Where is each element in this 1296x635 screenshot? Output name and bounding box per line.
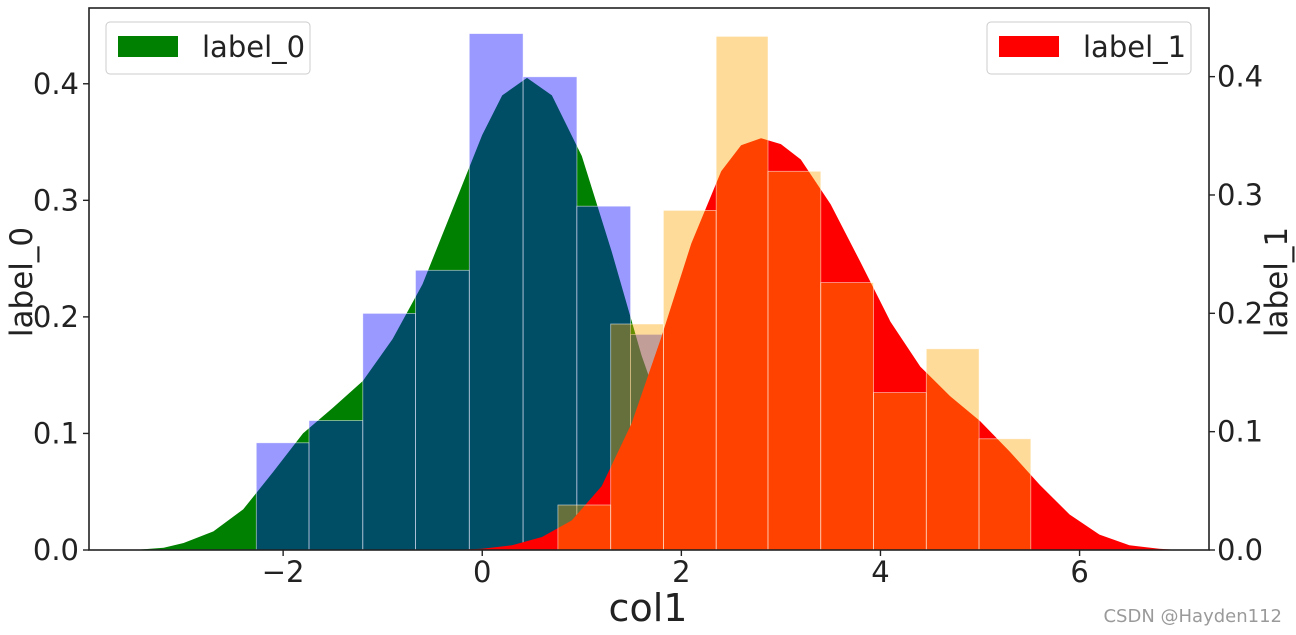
legend-left-label: label_0 (202, 30, 305, 64)
x-tick-label: 6 (1070, 555, 1088, 589)
x-tick-label: 4 (871, 555, 889, 589)
kde-area-label_1 (452, 138, 1180, 550)
series-label_1 (452, 36, 1180, 551)
y-left-tick-label: 0.2 (33, 300, 79, 334)
y-left-tick-label: 0.4 (33, 67, 79, 101)
legend-right-swatch (999, 36, 1059, 57)
legend-right-box (986, 21, 1192, 75)
legend-left-box (105, 21, 311, 75)
legend-left: label_0 (105, 21, 311, 75)
plot-area (89, 8, 1209, 551)
x-axis: −2 0 2 4 6 (262, 550, 1089, 589)
x-tick-label: −2 (262, 555, 305, 589)
y-left-tick-label: 0.3 (33, 183, 79, 217)
y-right-tick-label: 0.1 (1217, 415, 1263, 449)
hist-bar-label_1-4 (767, 170, 822, 551)
hist-bar-label_1-2 (663, 209, 717, 551)
y-axis-left-label: label_0 (4, 227, 40, 337)
hist-bar-label_0-2 (362, 312, 416, 551)
hist-bar-label_0-3 (415, 269, 470, 551)
y-right-tick-label: 0.3 (1217, 178, 1263, 212)
hist-bar-label_0-5 (522, 76, 578, 551)
x-axis-label: col1 (609, 586, 688, 630)
y-axis-left: 0.0 0.1 0.2 0.3 0.4 (33, 67, 89, 567)
legend-right: label_1 (986, 21, 1192, 75)
y-right-tick-label: 0.0 (1217, 533, 1263, 567)
legend-right-label: label_1 (1083, 30, 1186, 64)
hist-bar-label_0-4 (468, 33, 524, 551)
hist-bar-label_1-3 (715, 36, 769, 551)
y-left-tick-label: 0.1 (33, 416, 79, 450)
plot-frame (88, 7, 1210, 551)
watermark: CSDN @Hayden112 (1103, 606, 1282, 627)
y-left-tick-label: 0.0 (33, 533, 79, 567)
y-axis-right: 0.0 0.1 0.2 0.3 0.4 (1209, 60, 1263, 567)
x-tick-label: 2 (672, 555, 690, 589)
legend-left-swatch (118, 36, 178, 57)
hist-bar-label_1-7 (925, 348, 980, 551)
hist-bar-label_1-8 (978, 438, 1032, 551)
hist-bar-label_1-5 (820, 282, 874, 551)
y-axis-right-label: label_1 (1259, 227, 1295, 337)
hist-bar-label_0-0 (255, 442, 310, 551)
hist-bar-label_0-1 (308, 420, 364, 551)
y-right-tick-label: 0.4 (1217, 60, 1263, 94)
hist-bar-label_1-6 (873, 392, 927, 551)
y-right-tick-label: 0.2 (1217, 296, 1263, 330)
hist-bar-label_1-1 (610, 323, 664, 551)
hist-bar-label_1-0 (557, 504, 612, 551)
x-tick-label: 0 (473, 555, 491, 589)
